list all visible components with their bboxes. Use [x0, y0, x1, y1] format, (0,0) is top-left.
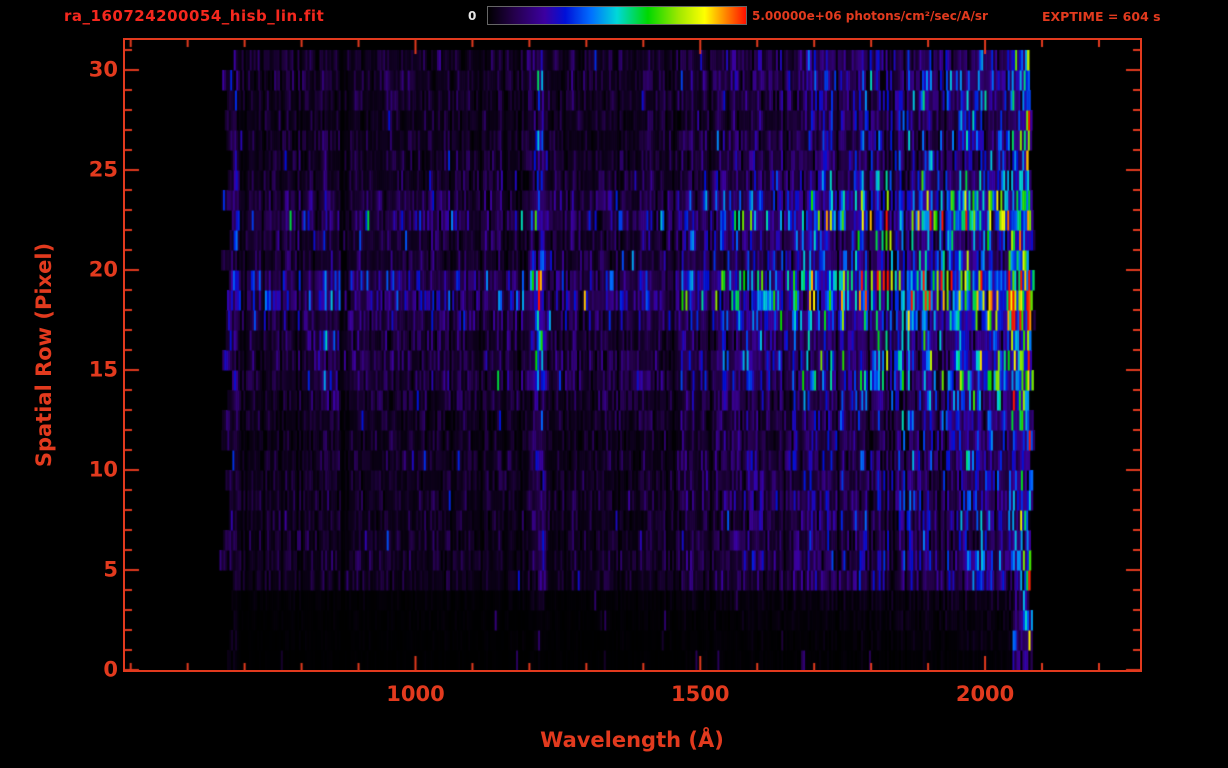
y-tick-label: 20: [88, 257, 118, 282]
x-tick-label: 1500: [671, 682, 730, 706]
y-tick-label: 15: [88, 357, 118, 382]
y-axis-title: Spatial Row (Pixel): [32, 242, 56, 468]
heatmap-canvas: [125, 40, 1140, 670]
x-tick-label: 2000: [955, 682, 1015, 706]
plot-area: [123, 38, 1142, 672]
colorbar-min-label: 0: [468, 9, 477, 23]
y-tick-label: 30: [88, 57, 118, 82]
exptime-label: EXPTIME = 604 s: [1042, 9, 1161, 24]
colorbar: [487, 6, 747, 25]
colorbar-max-label: 5.00000e+06 photons/cm²/sec/A/sr: [752, 9, 988, 23]
y-tick-label: 0: [103, 657, 118, 682]
y-tick-label: 25: [88, 157, 118, 182]
y-tick-label: 5: [103, 557, 118, 582]
x-tick-label: 1000: [386, 682, 445, 706]
figure-title: ra_160724200054_hisb_lin.fit: [64, 7, 325, 25]
x-axis-title: Wavelength (Å): [540, 728, 724, 752]
y-tick-label: 10: [88, 457, 118, 482]
